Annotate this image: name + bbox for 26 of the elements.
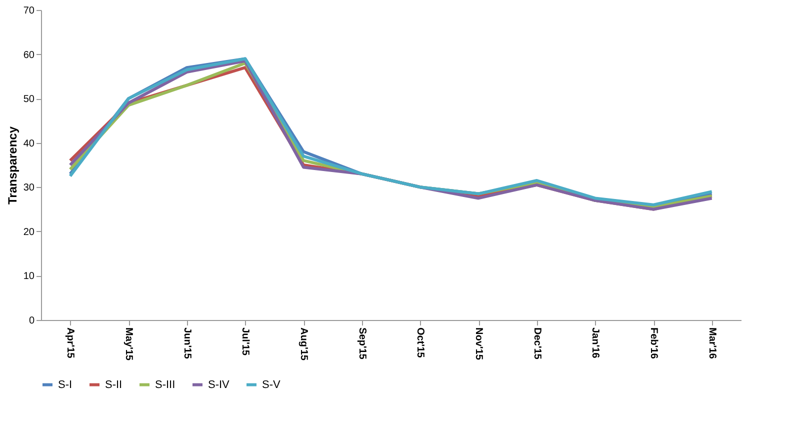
x-tick-label: Mar'16 (706, 328, 718, 360)
y-tick-label: 0 (28, 316, 35, 326)
legend-label: S-II (105, 378, 122, 391)
y-tick-label: 40 (23, 138, 35, 150)
x-tick-label: Apr'15 (64, 328, 76, 359)
y-tick-label: 50 (23, 94, 35, 106)
legend-label: S-IV (208, 378, 230, 391)
x-tick-label: Oct'15 (414, 328, 426, 358)
y-tick-label: 70 (23, 6, 35, 16)
x-tick-label: Dec'15 (531, 328, 542, 360)
x-tick-label: Aug'15 (298, 328, 309, 361)
y-axis-title: Transparency (5, 126, 20, 205)
x-tick-label: Nov'15 (473, 328, 484, 360)
y-tick-label: 20 (23, 226, 35, 238)
x-tick-label: Jun'15 (181, 328, 192, 360)
y-tick-label: 30 (23, 182, 35, 194)
legend-label: S-I (58, 378, 72, 391)
x-tick-label: May'15 (123, 328, 134, 361)
y-tick-label: 60 (23, 50, 35, 61)
y-tick-label: 10 (23, 271, 35, 282)
x-tick-label: Jan'16 (590, 328, 601, 359)
x-tick-label: Jul'15 (240, 328, 251, 356)
x-tick-label: Feb'16 (648, 328, 659, 360)
legend-label: S-V (262, 378, 281, 391)
x-tick-label: Sep'15 (356, 328, 368, 360)
legend-label: S-III (155, 378, 176, 391)
